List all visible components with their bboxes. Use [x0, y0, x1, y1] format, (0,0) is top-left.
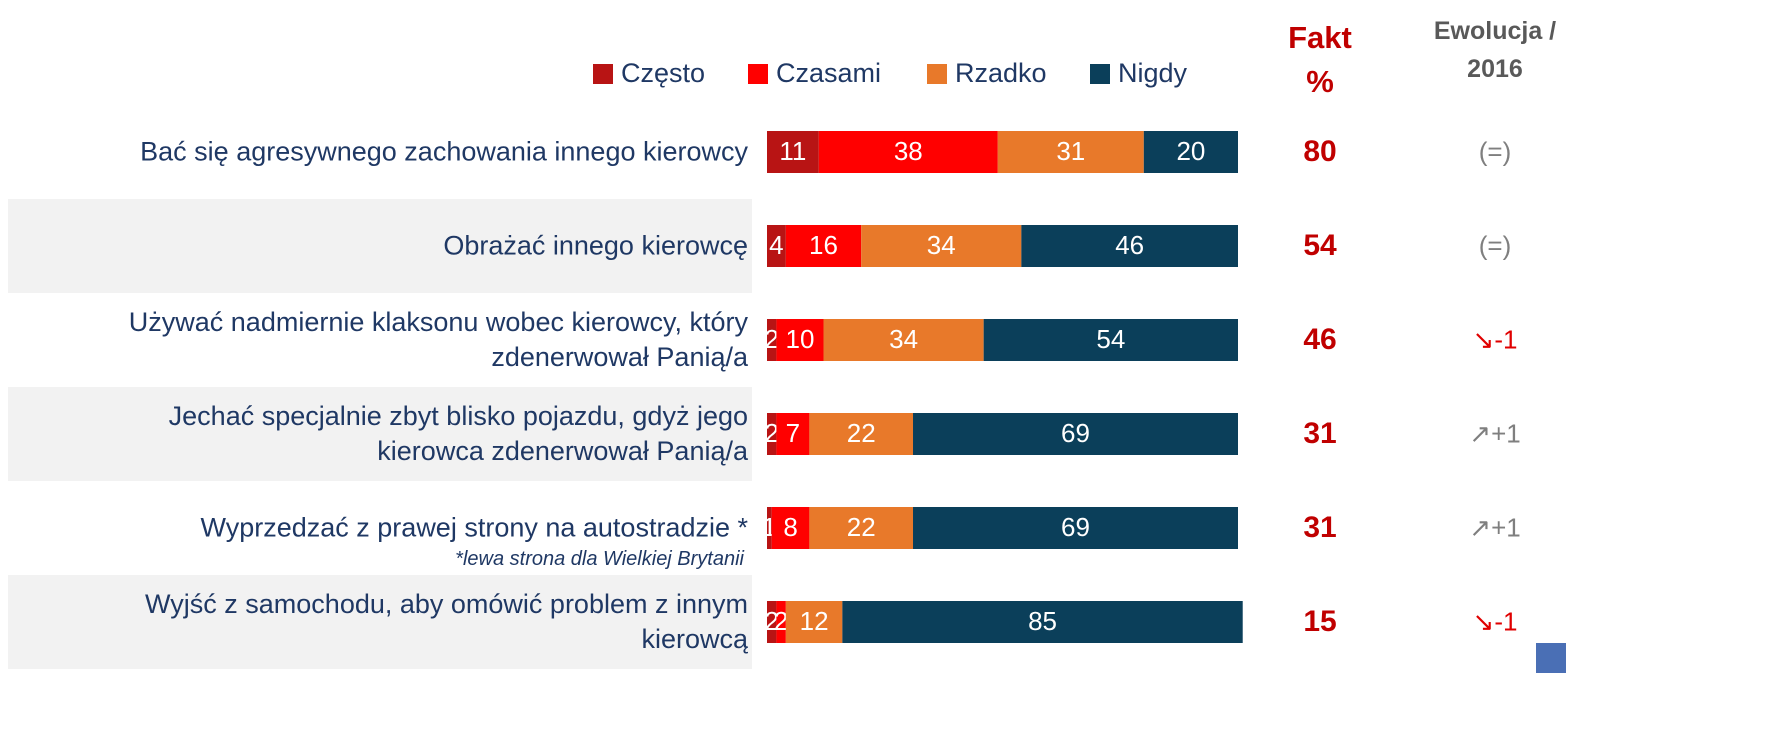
bar-segment	[767, 131, 819, 173]
bar-segment	[767, 413, 777, 455]
bar-segment	[785, 225, 862, 267]
data-label: 85	[1028, 606, 1057, 636]
row-band	[8, 387, 752, 481]
bar-segment	[997, 131, 1144, 173]
bar-segment	[842, 601, 1243, 643]
evolution-value: ↗+1	[1469, 512, 1521, 543]
category-label: Bać się agresywnego zachowania innego ki…	[140, 136, 748, 167]
bar-segment	[983, 319, 1238, 361]
data-label: 12	[800, 606, 829, 636]
fakt-value: 31	[1303, 511, 1337, 544]
legend-swatch	[593, 63, 613, 84]
footnote: *lewa strona dla Wielkiej Brytanii	[455, 548, 744, 570]
legend-label: Często	[621, 58, 706, 88]
data-label: 38	[894, 136, 923, 166]
category-label: Używać nadmiernie klaksonu wobec kierowc…	[128, 307, 748, 372]
evolution-value: ↘-1	[1472, 606, 1518, 637]
data-label: 11	[779, 136, 806, 166]
bar-segment	[809, 507, 914, 549]
legend-item: Często	[593, 58, 705, 89]
bar-segment	[809, 413, 914, 455]
bar-segment	[767, 319, 777, 361]
data-label: 46	[1115, 230, 1144, 260]
category-label: Obrażać innego kierowcę	[443, 230, 748, 261]
fakt-header: Fakt %	[1288, 20, 1352, 99]
evolution-value: (=)	[1478, 136, 1512, 167]
legend-swatch	[1090, 63, 1110, 84]
data-label: 16	[809, 230, 838, 260]
data-label: 7	[786, 418, 800, 448]
data-label: 22	[847, 512, 876, 542]
data-label: 4	[769, 230, 783, 260]
bar-segment	[767, 601, 777, 643]
fakt-value: 31	[1303, 417, 1337, 450]
data-label: 69	[1061, 418, 1090, 448]
bar-segment	[776, 601, 786, 643]
bar-segment	[776, 413, 810, 455]
bar-segment	[1143, 131, 1238, 173]
fakt-value: 80	[1303, 135, 1337, 168]
fakt-value: 54	[1303, 229, 1337, 262]
legend-item: Czasami	[748, 58, 881, 89]
data-label: 10	[786, 324, 815, 354]
legend-label: Czasami	[776, 58, 882, 88]
data-label: 20	[1176, 136, 1205, 166]
bar-segment	[913, 507, 1238, 549]
bar-segment	[767, 225, 786, 267]
data-label: 2	[774, 606, 788, 636]
legend-swatch	[927, 63, 947, 84]
category-label: Wyprzedzać z prawej strony na autostradz…	[200, 512, 748, 543]
legend-label: Rzadko	[955, 58, 1047, 88]
legend-item: Nigdy	[1090, 58, 1187, 89]
legend-item: Rzadko	[927, 58, 1047, 89]
bar-segment	[776, 319, 824, 361]
category-label: Wyjść z samochodu, aby omówić problem z …	[145, 589, 748, 654]
data-label: 22	[847, 418, 876, 448]
bar-segment	[913, 413, 1238, 455]
data-label: 69	[1061, 512, 1090, 542]
data-label: 2	[764, 606, 778, 636]
bar-segment	[1021, 225, 1238, 267]
data-label: 34	[889, 324, 918, 354]
corner-decoration	[1536, 643, 1566, 673]
data-label: 8	[783, 512, 797, 542]
evolution-header: Ewolucja / 2016	[1433, 17, 1557, 83]
legend-swatch	[748, 63, 768, 84]
bar-segment	[771, 507, 810, 549]
data-label: 2	[764, 324, 778, 354]
data-label: 54	[1096, 324, 1125, 354]
category-label: Jechać specjalnie zbyt blisko pojazdu, g…	[168, 401, 748, 466]
bar-segment	[861, 225, 1022, 267]
data-label: 2	[764, 418, 778, 448]
fakt-value: 15	[1303, 605, 1337, 638]
data-label: 34	[927, 230, 956, 260]
bar-segment	[823, 319, 984, 361]
fakt-value: 46	[1303, 323, 1337, 356]
evolution-value: (=)	[1478, 230, 1512, 261]
row-band	[8, 199, 752, 293]
bar-segment	[785, 601, 843, 643]
data-label: 31	[1056, 136, 1085, 166]
row-band	[8, 575, 752, 669]
bar-segment	[767, 507, 772, 549]
legend-label: Nigdy	[1118, 58, 1188, 88]
evolution-value: ↘-1	[1472, 324, 1518, 355]
bar-segment	[818, 131, 998, 173]
evolution-value: ↗+1	[1469, 418, 1521, 449]
